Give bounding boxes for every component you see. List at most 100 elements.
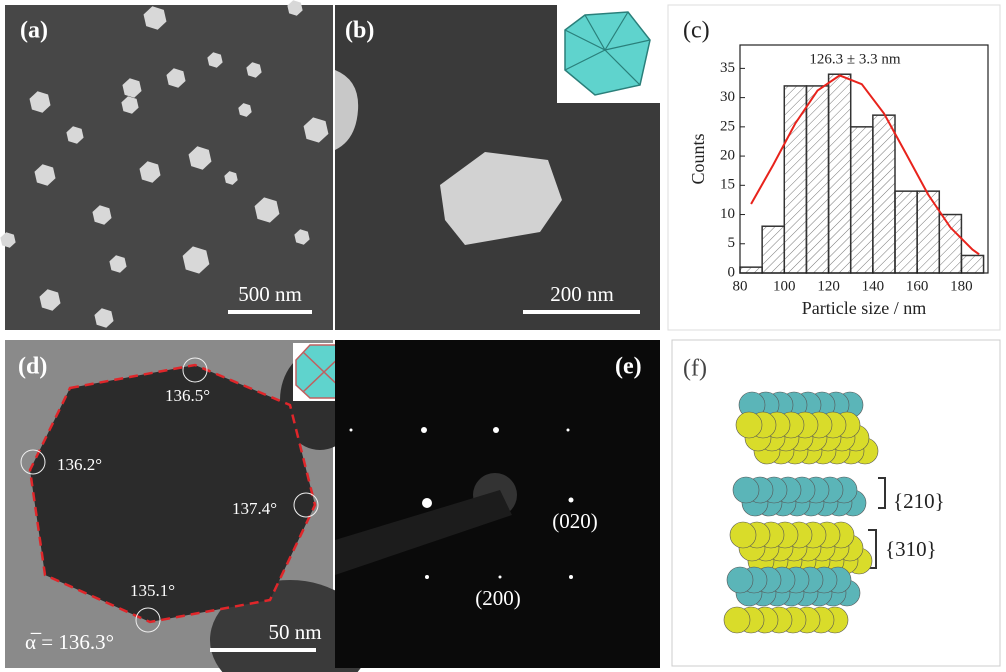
scale-label: 50 nm: [268, 620, 321, 644]
x-axis-label: Particle size / nm: [802, 298, 926, 318]
bar: [894, 190, 918, 274]
plot-frame: [739, 44, 989, 274]
angle-arc: [293, 492, 319, 518]
panel-c: (c) 0 5 10 15 20 25 30 35 80 100 120 140 160 180 Parti…: [667, 4, 1001, 331]
diffraction-spot: [498, 575, 502, 579]
particle: [109, 255, 127, 273]
panel-e: (e) (020) (200): [335, 340, 660, 668]
atom: [723, 606, 751, 634]
bar: [761, 225, 786, 274]
particle: [30, 365, 315, 622]
diffraction-spot: [422, 498, 432, 508]
facet-label: {310}: [885, 537, 937, 561]
particle: [254, 197, 280, 223]
beam-stop: [335, 490, 512, 575]
particle: [207, 52, 223, 68]
particle: [335, 70, 359, 150]
particle: [29, 91, 51, 113]
y-tick-label: 0: [728, 264, 736, 280]
particle: [238, 103, 252, 117]
panel-label: (e): [615, 354, 642, 380]
angle-label: 137.4°: [232, 499, 277, 518]
spot-label: (020): [552, 509, 598, 533]
outline: [28, 363, 317, 624]
angle-arc: [20, 449, 46, 475]
particle: [182, 246, 210, 274]
bar: [960, 254, 985, 274]
panel-f: (f) {210} {310}: [671, 339, 1001, 667]
diffraction-spot: [421, 427, 427, 433]
mean-angle: α̅ = 136.3°: [25, 630, 114, 654]
scale-label: 200 nm: [550, 282, 614, 306]
bar: [916, 190, 941, 274]
bracket: [878, 477, 886, 509]
y-tick-label: 15: [720, 177, 735, 193]
diffraction-spot: [568, 497, 574, 503]
y-tick-label: 10: [720, 206, 735, 222]
angle-label: 136.5°: [165, 386, 210, 405]
panel-label: (b): [345, 18, 374, 44]
x-tick-label: 140: [862, 278, 885, 294]
particle: [34, 164, 56, 186]
atom: [726, 566, 754, 594]
y-axis-label: Counts: [688, 133, 708, 184]
bar: [849, 126, 874, 274]
panel-a: 500 nm (a): [0, 0, 333, 330]
bar: [783, 85, 808, 274]
atom: [735, 411, 763, 439]
spot-label: (200): [475, 586, 521, 610]
diffraction-spot: [493, 427, 499, 433]
particle: [440, 152, 562, 245]
angle-arc: [135, 607, 161, 633]
x-tick-label: 160: [906, 278, 929, 294]
particle: [92, 205, 112, 225]
diffraction-spot: [425, 575, 429, 579]
angle-arc: [182, 357, 208, 383]
y-tick-label: 35: [720, 60, 735, 76]
annotation: 126.3 ± 3.3 nm: [809, 51, 900, 67]
angle-label: 136.2°: [57, 455, 102, 474]
particle: [166, 68, 186, 88]
y-tick-label: 5: [728, 235, 736, 251]
particle: [39, 289, 61, 311]
x-tick-label: 120: [817, 278, 840, 294]
particle: [143, 6, 167, 30]
scale-label: 500 nm: [238, 282, 302, 306]
bar: [872, 114, 896, 274]
panel-label: (a): [20, 18, 48, 44]
y-tick-label: 20: [720, 148, 735, 164]
sem-image: [5, 5, 333, 330]
particle: [122, 78, 142, 98]
bar: [938, 213, 963, 274]
x-tick-label: 80: [733, 278, 748, 294]
particle: [188, 146, 212, 170]
particle: [246, 62, 262, 78]
facet-label: {210}: [893, 489, 945, 513]
particle: [0, 232, 16, 248]
panel-label: (f): [683, 356, 707, 382]
particle: [294, 229, 310, 245]
y-tick-label: 30: [720, 89, 735, 105]
atom: [729, 521, 757, 549]
particle: [139, 161, 161, 183]
bar: [805, 85, 830, 274]
fit-curve: [750, 74, 980, 256]
particle: [287, 0, 303, 16]
bar: [827, 73, 852, 274]
particle: [121, 96, 139, 114]
particle: [303, 117, 329, 143]
polyhedron-edges: [564, 11, 651, 86]
particle: [94, 308, 114, 328]
atom: [732, 476, 760, 504]
panel-label: (c): [683, 18, 710, 44]
x-tick-label: 100: [773, 278, 796, 294]
diffraction-spot: [349, 428, 353, 432]
panel-label: (d): [18, 354, 47, 380]
y-tick-label: 25: [720, 118, 735, 134]
bracket: [868, 529, 877, 569]
panel-d: (d) 136.5° 136.2° 137.4° 135.1° 50 nm α̅…: [5, 340, 370, 672]
particle: [224, 171, 238, 185]
bar: [739, 266, 763, 274]
angle-label: 135.1°: [130, 581, 175, 600]
